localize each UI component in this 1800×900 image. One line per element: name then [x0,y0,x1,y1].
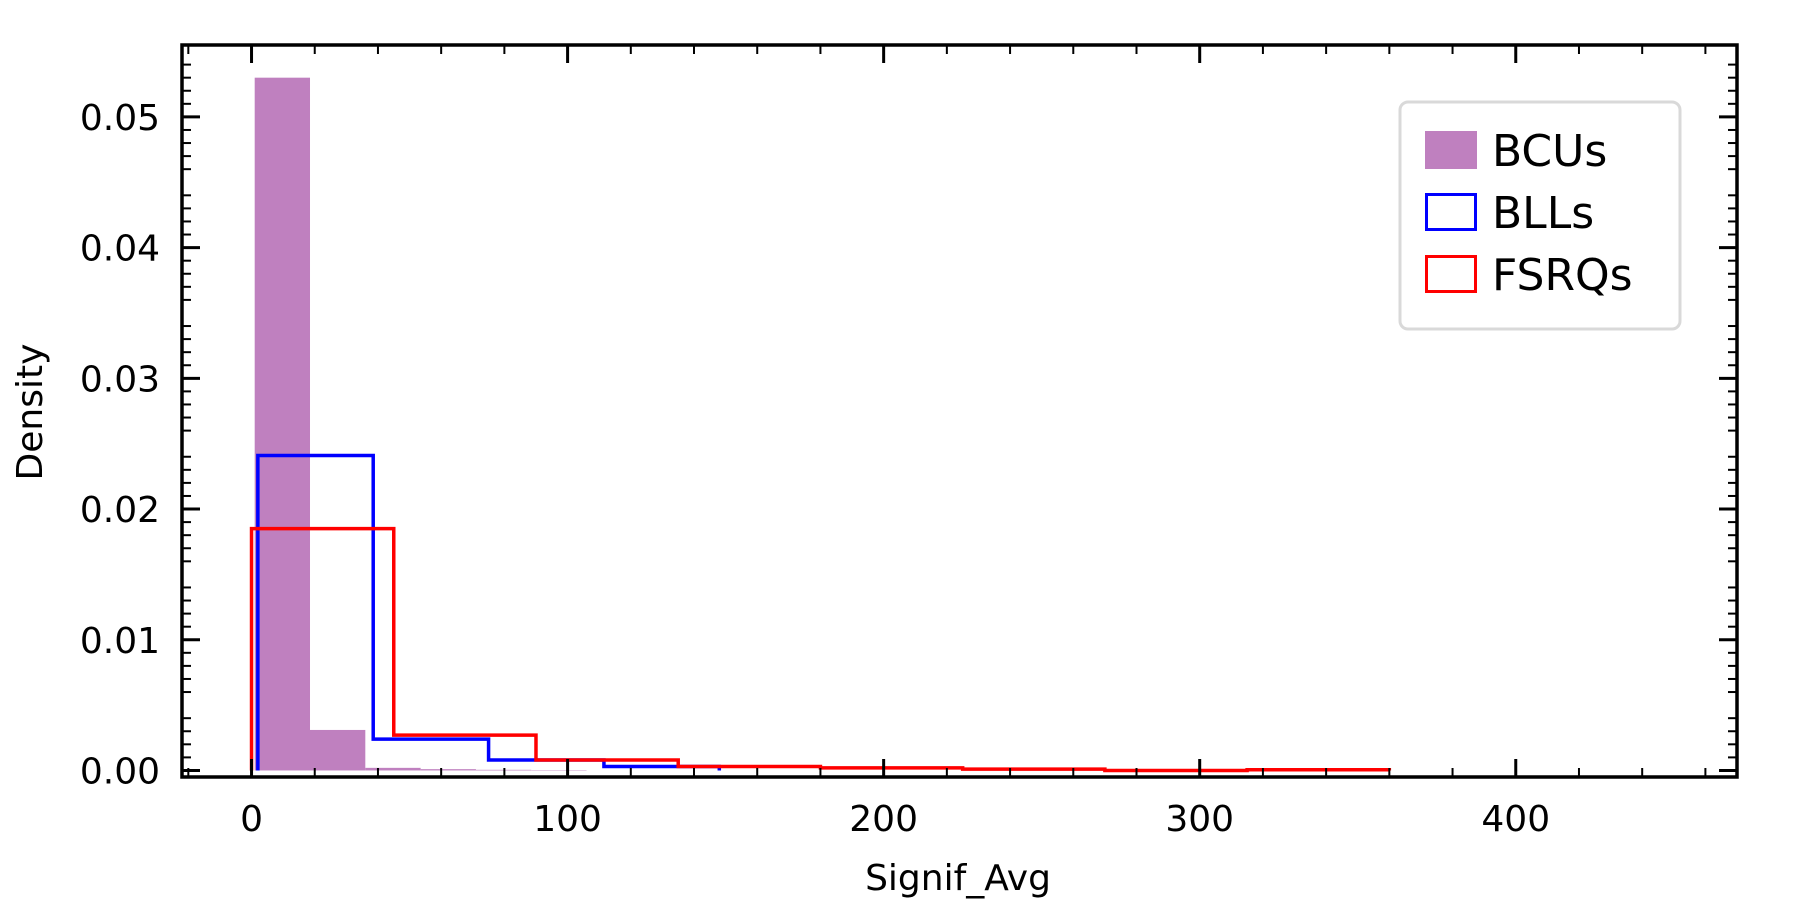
x-tick-label: 400 [1481,799,1550,840]
y-tick-label: 0.00 [80,751,160,792]
y-tick-label: 0.01 [80,621,160,662]
y-tick-label: 0.03 [80,359,160,400]
bcus-legend-label: BCUs [1492,126,1607,177]
x-tick-label: 300 [1165,799,1234,840]
y-tick-label: 0.05 [80,98,160,139]
bcus-bar [365,767,421,771]
y-tick-label: 0.04 [80,229,160,270]
bcus-legend-swatch [1425,131,1477,169]
bcus-bar [310,729,366,771]
blls-step-line [256,453,722,771]
fsrqs-legend-label: FSRQs [1492,250,1633,301]
fsrqs-legend-swatch [1425,255,1477,293]
blls-legend-swatch [1425,193,1477,231]
tick-labels: 0 100 200 300 400 0.00 0.01 0.02 0.03 0.04 0.05 [80,98,1550,840]
axes-border [180,43,1739,779]
x-tick-label: 100 [533,799,602,840]
y-axis-title: Density [10,344,51,481]
x-tick-label: 0 [240,799,263,840]
blls-legend-label: BLLs [1492,188,1594,239]
steps-layer [249,453,1392,773]
x-tick-label: 200 [849,799,918,840]
axes-frame [180,43,1739,779]
bcus-bar [420,769,476,771]
bcus-bar [254,77,311,771]
fsrqs-step-line [249,526,1392,773]
bars-layer [254,77,587,771]
legend: BCUs BLLs FSRQs [1398,100,1682,331]
y-tick-label: 0.02 [80,490,160,531]
x-axis-title: Signif_Avg [865,858,1051,899]
